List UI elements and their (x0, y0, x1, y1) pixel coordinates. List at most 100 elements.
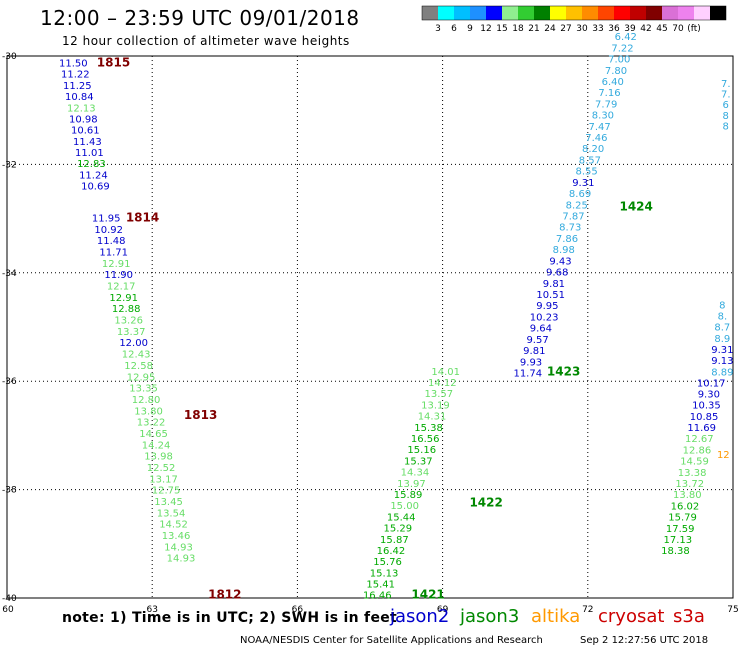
swh-value: 13.38 (678, 468, 707, 479)
swh-value: 9.81 (523, 346, 545, 357)
swh-value: 9.13 (711, 356, 733, 367)
swh-value: 7.86 (556, 234, 578, 245)
swh-value: 11.50 (59, 59, 88, 70)
swh-value: 13.37 (117, 327, 146, 338)
satellite-label-cryosat: cryosat (598, 606, 665, 627)
swh-value: 15.00 (390, 501, 419, 512)
swh-value: 15.37 (404, 456, 433, 467)
swh-value: 12.91 (109, 293, 138, 304)
swh-value: 15.76 (373, 557, 402, 568)
swh-value: 12.88 (112, 304, 141, 315)
swh-value: 11.43 (73, 137, 102, 148)
swh-value: 15.87 (380, 535, 409, 546)
legend-swatch (454, 6, 470, 20)
swh-value: 9.81 (543, 279, 565, 290)
swh-value: 7.16 (598, 88, 620, 99)
legend-swatch (518, 6, 534, 20)
legend-tick-label: 70 (672, 24, 684, 34)
swh-value: 14.59 (680, 457, 709, 468)
swh-value: 13.80 (673, 490, 702, 501)
swh-value: 16.56 (411, 434, 440, 445)
swh-value: 12.91 (102, 259, 131, 270)
swh-value: 13.45 (154, 497, 183, 508)
swh-value: 12.95 (127, 372, 156, 383)
swh-value: 7.00 (608, 55, 630, 66)
swh-value: 8.55 (575, 167, 597, 178)
legend-tick-label: 30 (576, 24, 588, 34)
swh-value: 15.38 (414, 423, 443, 434)
swh-value: 8.20 (582, 144, 604, 155)
track-label: 1422 (469, 496, 502, 510)
legend-swatch (422, 6, 438, 20)
swh-value: 13.26 (114, 316, 143, 327)
legend-swatch (502, 6, 518, 20)
swh-value: 18.38 (661, 546, 690, 557)
swh-value: 13.17 (149, 474, 178, 485)
swh-value: 17.59 (666, 524, 695, 535)
swh-value: 15.89 (394, 490, 423, 501)
y-tick-label: -36 (2, 377, 17, 387)
x-tick-label: 72 (582, 605, 593, 615)
swh-value: 12.86 (683, 445, 712, 456)
swh-value: 7.46 (585, 133, 607, 144)
y-tick-label: -32 (2, 160, 17, 170)
legend-swatch (678, 6, 694, 20)
y-tick-label: -30 (2, 52, 17, 62)
swh-value: 9.57 (526, 335, 548, 346)
swh-value: 6 (723, 100, 729, 111)
swh-value: 12.75 (152, 486, 181, 497)
swh-value: 13.54 (157, 508, 186, 519)
swh-value: 14.93 (167, 554, 196, 565)
swh-value: 9.64 (530, 324, 552, 335)
legend-swatch (662, 6, 678, 20)
swh-value: 7. (721, 79, 731, 90)
swh-value: 12.80 (132, 395, 161, 406)
swh-value: 8.89 (711, 367, 733, 378)
satellite-label-s3a: s3a (673, 606, 705, 627)
legend-swatch (582, 6, 598, 20)
swh-value: 14.52 (159, 520, 188, 531)
legend-swatch (598, 6, 614, 20)
swh-value: 10.92 (94, 225, 123, 236)
swh-value: 10.23 (530, 312, 559, 323)
swh-value: 6.42 (615, 32, 637, 43)
swh-value: 7.80 (605, 66, 627, 77)
swh-value: 8.9 (714, 334, 730, 345)
x-tick-label: 60 (2, 605, 14, 615)
footer-credit: NOAA/NESDIS Center for Satellite Applica… (240, 635, 543, 646)
swh-value: 8 (723, 121, 729, 132)
swh-value: 15.13 (370, 568, 399, 579)
swh-value: 8.57 (579, 155, 601, 166)
legend-tick-label: 42 (640, 24, 651, 34)
x-tick-label: 69 (437, 605, 449, 615)
swh-value: 8 (719, 300, 725, 311)
swh-value: 9.31 (711, 345, 733, 356)
swh-value: 12.52 (147, 463, 176, 474)
swh-value: 15.41 (366, 580, 395, 591)
legend-tick-label: 15 (496, 24, 507, 34)
swh-value: 15.44 (387, 512, 416, 523)
legend-swatch (566, 6, 582, 20)
swh-value: 13.19 (421, 400, 450, 411)
swh-value: 14.31 (418, 412, 447, 423)
swh-value: 10.51 (536, 290, 565, 301)
swh-value: 11.01 (75, 148, 104, 159)
swh-value: 10.85 (690, 412, 719, 423)
swh-value: 12.13 (67, 103, 96, 114)
swh-value: 7.87 (562, 212, 584, 223)
track-label: 1423 (547, 364, 580, 378)
swh-value: 14.01 (431, 367, 460, 378)
satellite-label-jason3: jason3 (460, 606, 520, 627)
legend-tick-label: 3 (435, 24, 441, 34)
legend-tick-label: 21 (528, 24, 539, 34)
track-label: 1812 (208, 588, 241, 602)
swh-value: 10.98 (69, 114, 98, 125)
swh-value: 11.69 (687, 423, 716, 434)
legend-swatch (550, 6, 566, 20)
y-tick-label: -40 (2, 594, 17, 604)
swh-value: 11.90 (104, 270, 133, 281)
swh-value: 9.30 (698, 389, 720, 400)
legend-swatch (646, 6, 662, 20)
legend-swatch (438, 6, 454, 20)
legend-swatch (486, 6, 502, 20)
